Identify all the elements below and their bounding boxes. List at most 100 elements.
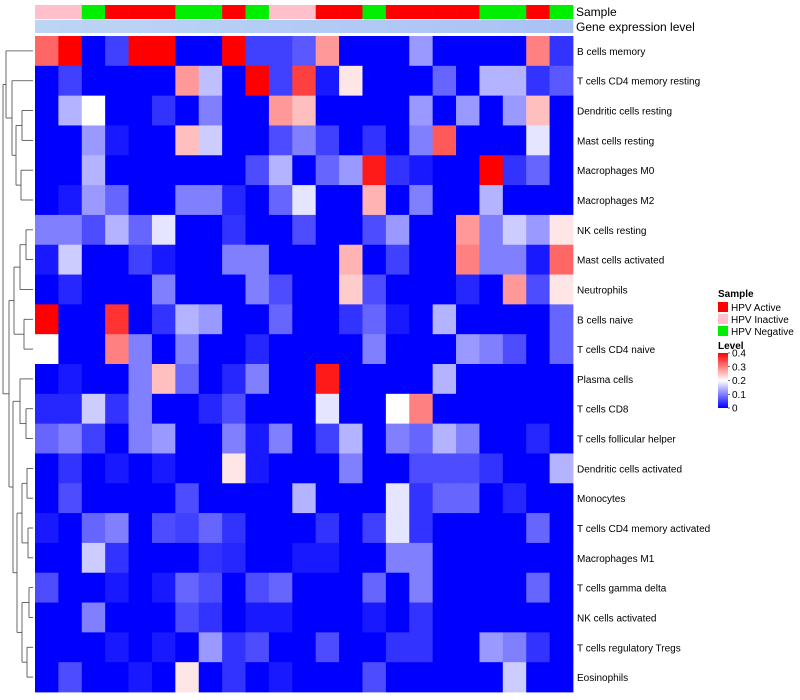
heatmap-cell <box>128 95 153 126</box>
heatmap-cell <box>128 662 153 693</box>
heatmap-cell <box>151 155 176 186</box>
heatmap-cell <box>502 632 527 663</box>
heatmap-cell <box>81 453 106 484</box>
heatmap-cell <box>268 423 293 454</box>
heatmap-cell <box>175 453 200 484</box>
heatmap-cell <box>456 214 480 246</box>
heatmap-cell <box>245 364 270 395</box>
heatmap-cell <box>268 304 293 335</box>
heatmap-cell <box>128 244 153 275</box>
heatmap-cell <box>175 513 200 544</box>
heatmap-cell <box>175 393 200 425</box>
heatmap-cell <box>362 304 387 335</box>
heatmap-cell <box>339 602 363 633</box>
sample-annotation-cell <box>315 5 340 19</box>
heatmap-cell <box>58 244 83 275</box>
heatmap-cell <box>222 662 246 693</box>
heatmap-cell <box>35 244 59 275</box>
heatmap-cell <box>245 453 270 484</box>
heatmap-cell <box>339 95 363 126</box>
heatmap-cell <box>409 125 434 156</box>
heatmap-cell <box>268 364 293 395</box>
level-legend-title: Level <box>718 341 744 352</box>
heatmap-cell <box>362 542 387 574</box>
heatmap-cell <box>292 36 317 67</box>
heatmap-cell <box>479 632 504 663</box>
heatmap-cell <box>315 125 340 156</box>
heatmap-cell <box>245 185 270 216</box>
heatmap-cell <box>409 632 434 663</box>
heatmap-cell <box>549 304 574 335</box>
row-label-mast-cells-activated: Mast cells activated <box>577 256 664 267</box>
heatmap-cell <box>268 632 293 663</box>
heatmap-cell <box>222 95 246 126</box>
heatmap-cell <box>549 65 574 97</box>
heatmap-cell <box>385 364 410 395</box>
heatmap-cell <box>385 334 410 365</box>
heatmap-cell <box>222 36 246 67</box>
heatmap-cell <box>339 393 363 425</box>
heatmap-cell <box>292 542 317 574</box>
heatmap-cell <box>549 364 574 395</box>
row-label-t-cells-cd8: T cells CD8 <box>577 405 629 416</box>
heatmap-cell <box>339 304 363 335</box>
heatmap-cell <box>315 274 340 305</box>
heatmap-cell <box>479 304 504 335</box>
heatmap-cell <box>526 453 551 484</box>
heatmap-cell <box>151 244 176 275</box>
heatmap-cell <box>409 304 434 335</box>
heatmap-cell <box>456 95 480 126</box>
heatmap-cell <box>292 274 317 305</box>
level-legend-tick-label: 0 <box>732 404 738 415</box>
heatmap-cell <box>58 95 83 126</box>
row-label-macrophages-m2: Macrophages M2 <box>577 196 655 207</box>
heatmap-cell <box>245 244 270 275</box>
sample-annotation-cell <box>479 5 504 19</box>
heatmap-cell <box>268 274 293 305</box>
heatmap-cell <box>432 542 457 574</box>
heatmap-cell <box>315 572 340 603</box>
heatmap-cell <box>222 334 246 365</box>
heatmap-cell <box>456 453 480 484</box>
heatmap-cell <box>456 304 480 335</box>
heatmap-cell <box>432 95 457 126</box>
sample-annotation-cell <box>549 5 574 19</box>
heatmap-cell <box>151 125 176 156</box>
heatmap-cell <box>315 632 340 663</box>
heatmap-cell <box>315 155 340 186</box>
heatmap-cell <box>151 453 176 484</box>
heatmap-cell <box>339 513 363 544</box>
row-label-eosinophils: Eosinophils <box>577 673 628 684</box>
heatmap-cell <box>385 274 410 305</box>
heatmap-cell <box>268 155 293 186</box>
expression-annotation-cell <box>409 20 433 33</box>
heatmap-cell <box>502 95 527 126</box>
heatmap-cell <box>58 36 83 67</box>
heatmap-cell <box>479 334 504 365</box>
heatmap-cell <box>362 632 387 663</box>
heatmap-cell <box>268 334 293 365</box>
heatmap-cell <box>502 334 527 365</box>
heatmap-cell <box>362 214 387 246</box>
annotation-label-sample: Sample <box>576 5 617 19</box>
heatmap-cell <box>198 632 223 663</box>
heatmap-cell <box>362 572 387 603</box>
heatmap-cell <box>58 155 83 186</box>
heatmap-cell <box>151 572 176 603</box>
sample-annotation-cell <box>292 5 316 19</box>
level-legend-tick-label: 0.3 <box>732 362 746 373</box>
heatmap-cell <box>198 393 223 425</box>
sample-annotation-cell <box>526 5 550 19</box>
heatmap-cell <box>198 185 223 216</box>
heatmap-cell <box>151 513 176 544</box>
heatmap-cell <box>175 602 200 633</box>
heatmap-cell <box>432 36 457 67</box>
sample-annotation-cell <box>502 5 527 19</box>
heatmap-cell <box>456 36 480 67</box>
heatmap-cell <box>198 423 223 454</box>
heatmap-cell <box>81 36 106 67</box>
row-label-monocytes: Monocytes <box>577 494 625 505</box>
heatmap-cell <box>198 95 223 126</box>
heatmap-cell <box>502 513 527 544</box>
heatmap-cell <box>222 602 246 633</box>
